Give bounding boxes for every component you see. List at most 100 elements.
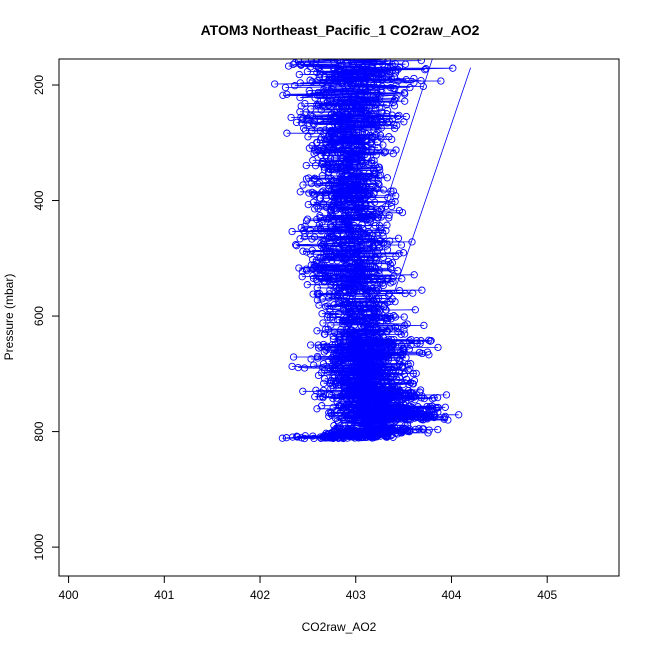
y-tick-label: 200	[32, 75, 46, 95]
data-point	[305, 144, 314, 152]
data-point	[335, 284, 343, 293]
data-point	[321, 330, 329, 338]
data-point	[351, 267, 359, 275]
data-point	[293, 433, 302, 441]
y-tick-label: 400	[32, 190, 46, 210]
data-point	[397, 352, 405, 360]
data-point	[441, 403, 449, 411]
data-point	[397, 330, 405, 339]
data-point	[368, 434, 376, 442]
data-point	[309, 119, 317, 128]
data-point	[422, 65, 430, 73]
data-point	[338, 223, 347, 232]
data-point	[315, 220, 324, 229]
data-point	[409, 380, 417, 388]
data-point	[327, 85, 335, 93]
data-point	[332, 394, 341, 402]
data-point	[343, 434, 352, 442]
data-point	[321, 272, 329, 280]
data-point	[395, 111, 403, 120]
data-point	[401, 97, 409, 105]
data-point	[383, 221, 391, 229]
data-point	[369, 81, 378, 89]
data-point	[303, 67, 312, 76]
data-point	[406, 365, 414, 373]
data-point	[330, 114, 339, 122]
data-point	[378, 88, 386, 96]
steep-trace	[393, 67, 472, 294]
data-point	[291, 82, 299, 90]
data-point	[355, 161, 364, 170]
data-point	[365, 308, 374, 316]
data-point	[326, 154, 335, 162]
data-point	[316, 68, 324, 76]
data-point	[400, 88, 409, 97]
data-point	[440, 415, 448, 423]
data-point	[428, 395, 437, 403]
data-point	[389, 98, 398, 106]
data-point	[321, 189, 329, 197]
data-point	[310, 361, 318, 369]
data-point	[317, 239, 325, 247]
data-point	[378, 75, 387, 83]
x-tick-label: 400	[59, 588, 79, 602]
data-point	[391, 197, 399, 206]
data-point	[373, 206, 381, 214]
data-point	[363, 286, 371, 294]
data-point	[393, 375, 401, 383]
data-point	[340, 243, 348, 252]
data-point	[367, 135, 376, 143]
data-point	[317, 434, 325, 442]
data-point	[424, 429, 432, 437]
data-point	[341, 255, 349, 264]
data-point	[406, 83, 414, 92]
data-point	[314, 180, 322, 188]
data-point	[302, 175, 311, 183]
data-point	[303, 248, 311, 256]
data-point	[359, 134, 367, 142]
data-point	[394, 267, 402, 275]
data-point	[375, 172, 383, 180]
data-point	[334, 434, 343, 442]
data-point	[362, 183, 370, 191]
data-point	[387, 187, 395, 195]
data-point	[300, 124, 308, 132]
data-point	[385, 214, 393, 222]
data-point	[379, 253, 387, 261]
data-point	[433, 393, 442, 402]
data-point	[374, 176, 382, 184]
data-point	[345, 218, 353, 226]
data-point	[397, 429, 405, 437]
data-point	[366, 217, 374, 225]
data-point	[388, 348, 396, 356]
data-point	[419, 82, 427, 91]
data-point	[363, 314, 371, 323]
data-point	[298, 115, 307, 123]
data-point	[387, 315, 395, 323]
data-point	[382, 202, 390, 211]
data-point	[368, 133, 377, 141]
data-point	[356, 396, 364, 404]
data-point	[332, 184, 340, 192]
data-point	[401, 60, 410, 68]
x-tick-label: 404	[441, 588, 461, 602]
data-point	[409, 369, 417, 378]
data-point	[377, 205, 386, 213]
data-point	[434, 425, 442, 434]
data-point	[397, 241, 406, 249]
data-point	[333, 291, 341, 300]
data-point	[455, 411, 463, 419]
data-point	[346, 178, 354, 186]
data-point	[376, 104, 384, 112]
data-point	[271, 80, 279, 88]
data-point	[308, 235, 316, 243]
data-point	[361, 86, 370, 94]
data-point	[358, 131, 366, 139]
data-point	[391, 69, 400, 77]
data-point	[368, 286, 376, 295]
data-point	[376, 131, 385, 139]
data-point	[401, 289, 409, 298]
data-point	[306, 76, 314, 84]
data-point	[295, 70, 303, 79]
data-point	[316, 117, 325, 125]
